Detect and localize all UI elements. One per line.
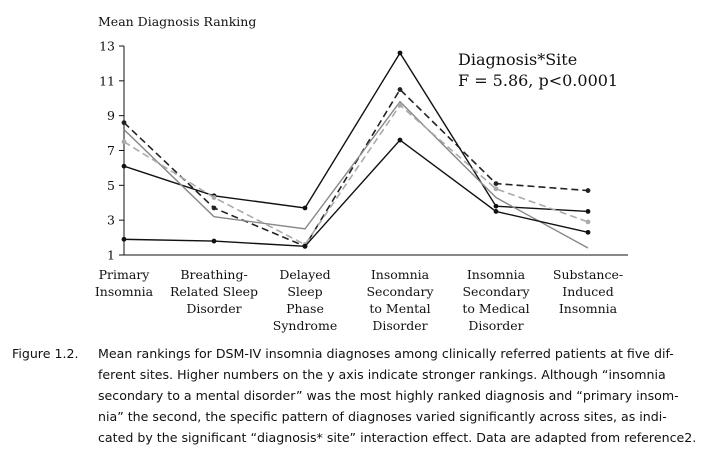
x-category-label: Disorder (186, 301, 241, 316)
x-category-label: Insomnia (95, 284, 154, 299)
caption-text: Mean rankings for DSM-IV insomnia diagno… (98, 343, 712, 448)
y-axis-title: Mean Diagnosis Ranking (98, 14, 256, 29)
data-point (121, 139, 127, 145)
x-category-label: Disorder (468, 318, 523, 333)
data-point (585, 219, 591, 225)
chart-annotation: F = 5.86, p<0.0001 (458, 71, 618, 90)
data-point (302, 205, 308, 211)
x-category-label: to Medical (462, 301, 529, 316)
y-tick-label: 11 (99, 73, 115, 88)
data-point (211, 205, 217, 211)
chart: Mean Diagnosis Ranking 1 3 5 7 9 11 13 Primary In… (95, 14, 628, 333)
caption-label: Figure 1.2. (12, 346, 79, 361)
x-category-label: Sleep (287, 284, 322, 299)
x-category-label: Related Sleep (170, 284, 258, 299)
x-category-label: Substance- (553, 267, 623, 282)
y-tick-label: 3 (107, 213, 115, 228)
data-point (397, 87, 403, 92)
data-point (585, 229, 591, 235)
data-point (121, 120, 127, 126)
series-line (123, 100, 589, 249)
data-point (397, 50, 403, 56)
x-category-label: Delayed (279, 267, 330, 282)
chart-annotation: Diagnosis*Site (458, 50, 577, 69)
series-line (123, 88, 589, 248)
caption-line: ferent sites. Higher numbers on the y ax… (98, 367, 666, 382)
series-line (123, 139, 589, 248)
x-category-label: Disorder (372, 318, 427, 333)
x-category-label: to Mental (369, 301, 430, 316)
x-category-label: Breathing- (180, 267, 247, 282)
x-category-label: Phase (286, 301, 324, 316)
y-tick-label: 5 (107, 178, 115, 193)
data-point (493, 209, 499, 214)
data-point (493, 181, 499, 186)
x-category-label: Secondary (366, 284, 434, 299)
x-category-label: Induced (562, 284, 613, 299)
data-point (397, 137, 403, 143)
y-tick-label: 9 (107, 108, 115, 123)
figure-caption: Figure 1.2. Mean rankings for DSM-IV ins… (12, 343, 712, 448)
data-point (211, 195, 217, 200)
line-chart: Mean Diagnosis Ranking135791113PrimaryIn… (95, 14, 628, 333)
data-point (121, 236, 127, 242)
data-point (397, 102, 403, 108)
y-tick-label: 7 (107, 143, 115, 158)
caption-line: nia” the second, the specific pattern of… (98, 409, 667, 424)
data-point (493, 186, 499, 192)
x-category-label: Secondary (462, 284, 530, 299)
data-point (121, 163, 127, 169)
x-category-label: Insomnia (467, 267, 526, 282)
caption-line: cated by the significant “diagnosis* sit… (98, 430, 697, 445)
data-point (302, 243, 308, 249)
data-point (585, 209, 591, 214)
data-point (585, 188, 591, 193)
x-category-label: Insomnia (371, 267, 430, 282)
caption-line: Mean rankings for DSM-IV insomnia diagno… (98, 346, 674, 361)
series-line (123, 104, 589, 246)
x-category-label: Syndrome (273, 318, 337, 333)
data-point (493, 203, 499, 209)
x-category-label: Insomnia (559, 301, 618, 316)
data-point (211, 238, 217, 244)
caption-line: secondary to a mental disorder” was the … (98, 388, 679, 403)
y-tick-label: 1 (107, 248, 115, 263)
y-tick-label: 13 (99, 39, 115, 54)
x-category-label: Primary (99, 267, 151, 282)
series-line (123, 51, 589, 213)
